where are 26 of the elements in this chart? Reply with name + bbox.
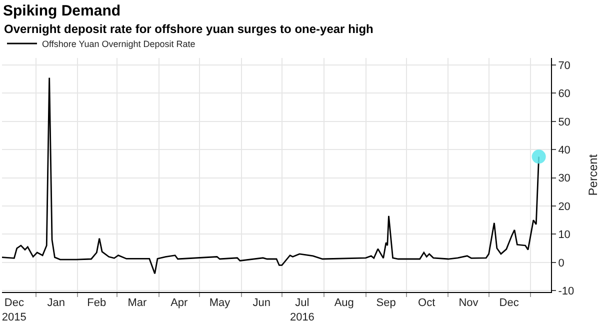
y-axis-title: Percent: [586, 154, 600, 196]
x-tick-label: Apr: [170, 297, 188, 310]
x-tick-label: Mar: [128, 297, 148, 310]
x-tick-label: Sep: [376, 297, 396, 310]
y-tick-label: 70: [558, 60, 570, 72]
y-tick-label: 0: [558, 257, 564, 270]
chart-title: Spiking Demand: [3, 2, 121, 20]
y-tick-label: 40: [558, 144, 570, 156]
y-tick-label: 60: [558, 88, 570, 100]
y-tick-label: 50: [558, 116, 570, 128]
y-tick-label: 30: [558, 172, 570, 185]
x-tick-label: Jul 2016: [290, 297, 314, 324]
chart-subtitle: Overnight deposit rate for offshore yuan surges to one-year high: [4, 22, 374, 36]
x-tick-label: Jun: [252, 297, 271, 310]
y-tick-label: 20: [558, 200, 570, 213]
x-tick-label: Dec: [499, 297, 520, 310]
x-tick-label: May: [209, 297, 231, 310]
x-tick-label: Jan: [47, 297, 65, 310]
x-tick-label: Oct: [418, 297, 436, 310]
x-tick-label: Aug: [334, 297, 354, 310]
x-tick-label: Feb: [87, 297, 106, 310]
y-tick-label: 10: [558, 229, 570, 242]
y-tick-label: -10: [558, 285, 574, 298]
legend-label: Offshore Yuan Overnight Deposit Rate: [42, 39, 196, 50]
x-tick-label: Dec 2015: [2, 297, 26, 324]
x-tick-label: Nov: [458, 297, 479, 310]
